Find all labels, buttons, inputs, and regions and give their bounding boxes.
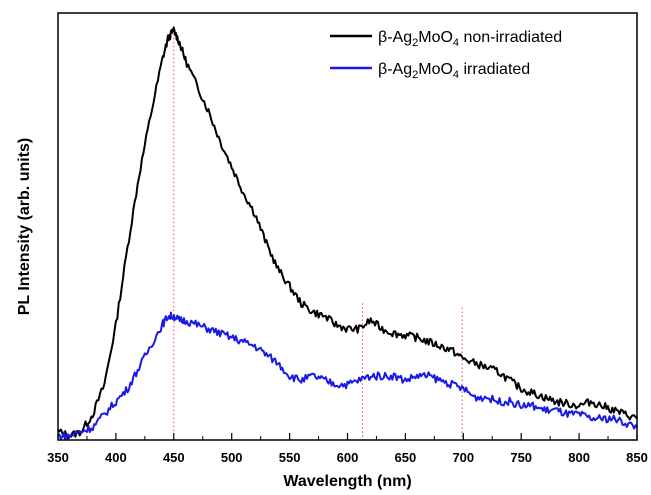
legend-label-0: β-Ag2MoO4 non-irradiated (378, 29, 562, 49)
plot-frame (57, 12, 638, 441)
x-tick-label: 400 (105, 450, 127, 465)
legend-label-part: MoO (418, 29, 453, 46)
x-axis-label: Wavelength (nm) (283, 473, 411, 490)
series-line-non-irradiated (57, 26, 638, 440)
x-tick-label: 600 (337, 450, 359, 465)
x-tick-label: 850 (626, 450, 648, 465)
x-tick-label: 650 (395, 450, 417, 465)
x-tick-label: 350 (47, 450, 69, 465)
legend-label-part: β-Ag (378, 61, 412, 78)
legend-label-part: 4 (453, 37, 459, 49)
legend-label-part: 2 (412, 69, 418, 81)
x-tick-label: 550 (279, 450, 301, 465)
x-axis-ticks: 350 400 450 500 550 600 650 700 750 800 850 (47, 433, 648, 465)
legend-label-part: non-irradiated (459, 29, 562, 46)
x-tick-label: 800 (568, 450, 590, 465)
legend-label-part: MoO (418, 61, 453, 78)
legend-label-part: irradiated (459, 61, 530, 78)
legend-label-part: β-Ag (378, 29, 412, 46)
y-axis-label: PL Intensity (arb. units) (16, 138, 33, 316)
x-tick-label: 750 (510, 450, 532, 465)
legend-label-part: 2 (412, 37, 418, 49)
legend-label-1: β-Ag2MoO4 irradiated (378, 61, 530, 81)
legend-label-part: 4 (453, 69, 459, 81)
series-layer (57, 26, 638, 441)
reference-lines (173, 25, 463, 440)
series-line-irradiated (57, 311, 638, 441)
x-tick-label: 500 (221, 450, 243, 465)
x-tick-label: 450 (163, 450, 185, 465)
x-tick-label: 700 (452, 450, 474, 465)
